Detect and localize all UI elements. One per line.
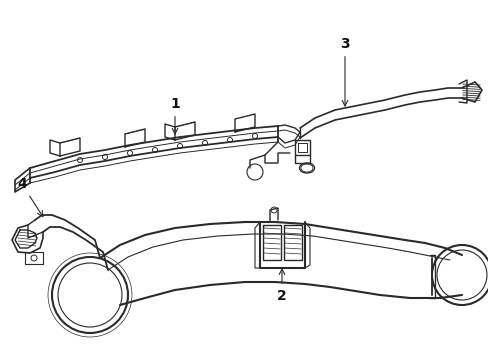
Text: 1: 1 (170, 97, 180, 134)
Text: 2: 2 (277, 269, 286, 303)
Text: 4: 4 (17, 177, 43, 217)
Bar (25, 252, 43, 264)
Text: 3: 3 (340, 37, 349, 106)
